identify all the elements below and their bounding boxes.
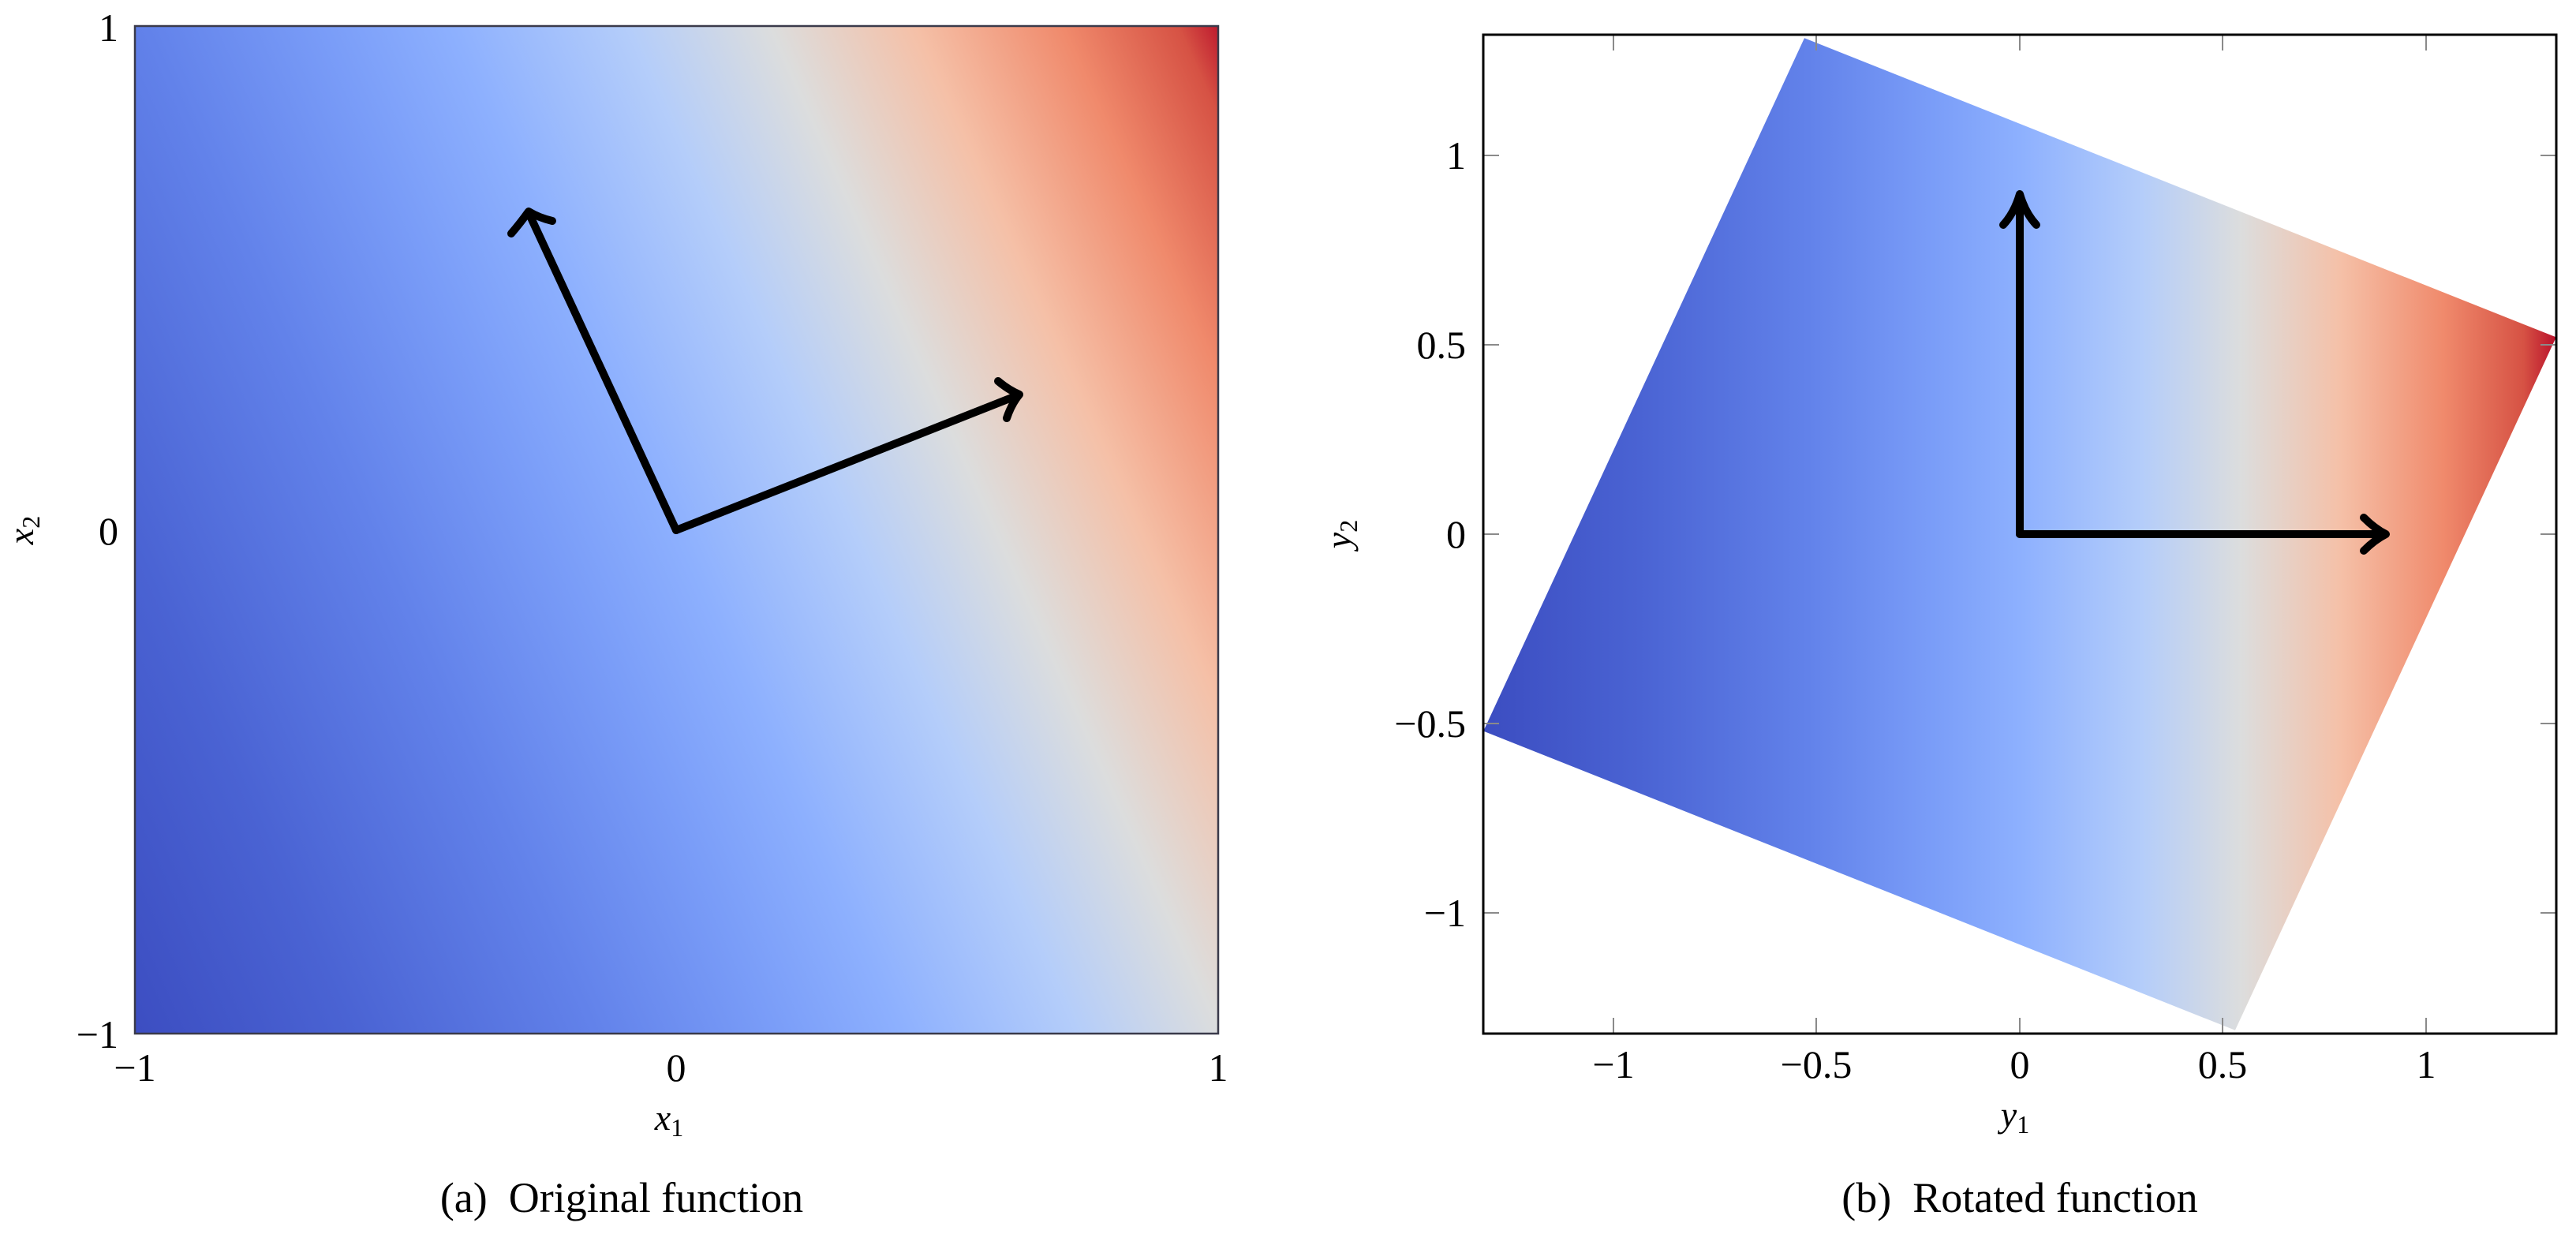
panel-a-ylabel: x2 (1, 516, 45, 545)
panel-a-xtick-mid: 0 (667, 1045, 686, 1090)
panel-b-ylabel: y2 (1318, 520, 1363, 552)
arrow-a1 (527, 214, 680, 534)
panel-b-xtick-1: 1 (2417, 1042, 2436, 1086)
panel-b-ytick-neg0.5: −0.5 (1394, 701, 1466, 746)
panel-b-xtick-neg1: −1 (1592, 1042, 1634, 1086)
panel-b-ytick-0.5: 0.5 (1417, 323, 1467, 367)
arrow-a2-head-icon (994, 377, 1023, 422)
panel-b-xlabel: y1 (1998, 1094, 2029, 1139)
arrow-a2 (672, 393, 1018, 534)
arrow-b1-head-icon (1999, 190, 2040, 229)
panel-b-frame (1482, 33, 2558, 1035)
panel-a-xtick-left: −1 (114, 1045, 155, 1090)
panel-a-xlabel: x1 (654, 1098, 683, 1142)
panel-a-arrows (507, 208, 1023, 534)
panel-b-ytick-1: 1 (1446, 133, 1466, 178)
panel-a-ytick-top: 1 (99, 6, 118, 50)
panel-b-arrows (1999, 190, 2390, 555)
panel-a: 1 0 −1 −1 0 1 x1 x2 (a) Original functio… (1, 6, 1228, 1221)
panel-b-xtick-0: 0 (2010, 1042, 2030, 1086)
panel-b: 1 0.5 0 −0.5 −1 −1 −0.5 0 0.5 1 y1 y2 (b… (1318, 33, 2558, 1221)
panel-a-ytick-bottom: −1 (77, 1012, 118, 1056)
panel-a-ytick-mid: 0 (99, 509, 118, 553)
panel-b-ytick-0: 0 (1446, 512, 1466, 556)
arrow-a1-head-icon (507, 208, 556, 237)
panel-b-xtick-0.5: 0.5 (2198, 1042, 2248, 1086)
panel-a-xtick-right: 1 (1209, 1045, 1228, 1090)
panel-b-xtick-neg0.5: −0.5 (1781, 1042, 1853, 1086)
panel-b-caption: (b) Rotated function (1841, 1174, 2197, 1221)
panel-a-frame (133, 24, 1220, 1035)
arrow-b2-head-icon (2360, 514, 2390, 555)
panel-b-ytick-neg1: −1 (1424, 891, 1466, 935)
panel-a-caption: (a) Original function (440, 1174, 803, 1221)
panel-b-ticks (1483, 35, 2556, 1034)
